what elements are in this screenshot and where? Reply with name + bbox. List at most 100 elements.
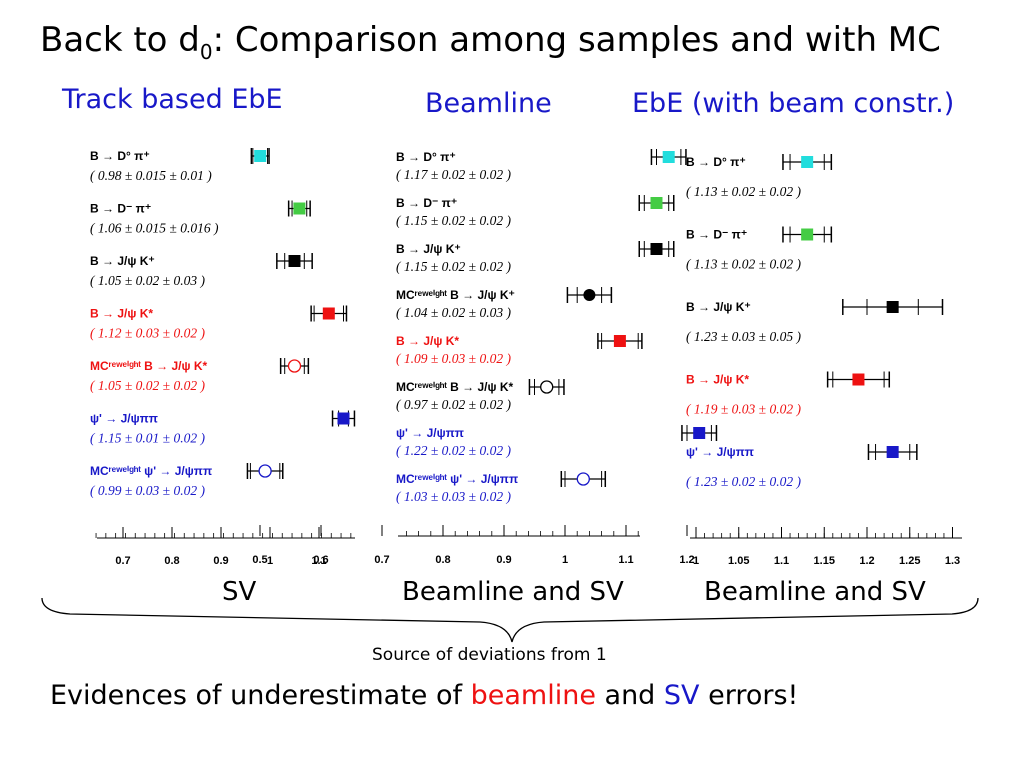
tick-label: 1.2 <box>859 555 874 567</box>
process-label: MCʳᵉʷᵉⁱᵍʰᵗ ψ' → J/ψππ <box>396 472 518 486</box>
process-label: B → D° π⁺ <box>90 149 150 163</box>
measurement-text: ( 1.05 ± 0.02 ± 0.02 ) <box>90 378 205 393</box>
measurement-text: ( 1.13 ± 0.02 ± 0.02 ) <box>686 257 801 272</box>
measurement-text: ( 1.15 ± 0.01 ± 0.02 ) <box>90 431 205 446</box>
title-subscript: 0 <box>199 39 213 64</box>
title-rest: : Comparison among samples and with MC <box>212 20 941 60</box>
process-label: B → D⁻ π⁺ <box>396 196 457 210</box>
measurement-text: ( 1.23 ± 0.02 ± 0.02 ) <box>686 474 801 489</box>
process-label: MCʳᵉʷᵉⁱᵍʰᵗ ψ' → J/ψππ <box>90 464 212 478</box>
process-label: B → J/ψ K⁺ <box>90 254 155 268</box>
process-label: MCʳᵉʷᵉⁱᵍʰᵗ B → J/ψ K⁺ <box>396 288 515 302</box>
tick-label: 0.8 <box>435 554 450 566</box>
source-note: Source of deviations from 1 <box>372 645 607 665</box>
data-point <box>293 202 306 215</box>
data-point <box>337 412 350 425</box>
header-ebe: EbE (with beam constr.) <box>632 88 955 119</box>
tick-label: 1.1 <box>618 554 633 566</box>
process-label: MCʳᵉʷᵉⁱᵍʰᵗ B → J/ψ K* <box>90 359 208 373</box>
label-sv: SV <box>222 577 257 607</box>
process-label: B → J/ψ K* <box>686 373 749 387</box>
label-beamline-and-sv-1: Beamline and SV <box>402 577 624 607</box>
data-point <box>322 307 335 320</box>
measurement-text: ( 1.15 ± 0.02 ± 0.02 ) <box>396 259 511 274</box>
data-point <box>613 335 626 347</box>
page-title: Back to d0: Comparison among samples and… <box>40 20 941 64</box>
measurement-text: ( 1.13 ± 0.02 ± 0.02 ) <box>686 184 801 199</box>
measurement-text: ( 1.05 ± 0.02 ± 0.03 ) <box>90 273 205 288</box>
grouping-brace <box>41 597 979 643</box>
conclusion-pre: Evidences of underestimate of <box>50 680 471 711</box>
measurement-text: ( 1.03 ± 0.03 ± 0.02 ) <box>396 489 511 504</box>
header-beamline: Beamline <box>425 88 552 119</box>
data-point <box>583 289 596 301</box>
measurement-text: ( 1.06 ± 0.015 ± 0.016 ) <box>90 221 219 236</box>
process-label: B → J/ψ K⁺ <box>396 242 461 256</box>
tick-label: 1.1 <box>311 555 326 567</box>
data-point <box>254 150 267 162</box>
data-point <box>852 373 865 386</box>
tick-label: 1 <box>693 555 699 567</box>
measurement-text: ( 1.04 ± 0.02 ± 0.03 ) <box>396 305 511 320</box>
data-point <box>886 301 899 313</box>
measurement-text: ( 1.12 ± 0.03 ± 0.02 ) <box>90 326 205 341</box>
measurement-text: ( 1.19 ± 0.03 ± 0.02 ) <box>686 402 801 417</box>
tick-label: 0.9 <box>213 555 228 567</box>
data-point <box>650 197 663 209</box>
tick-label: 0.8 <box>164 555 179 567</box>
label-beamline-and-sv-2: Beamline and SV <box>704 577 926 607</box>
process-label: ψ' → J/ψππ <box>686 445 754 459</box>
process-label: B → J/ψ K* <box>90 307 153 321</box>
tick-label: 1.1 <box>774 555 789 567</box>
data-point <box>287 359 302 373</box>
data-point <box>801 228 814 241</box>
tick-label: 1.15 <box>814 555 835 567</box>
tick-label: 0.7 <box>115 555 130 567</box>
tick-label: 0.9 <box>496 554 511 566</box>
header-track-based: Track based EbE <box>62 84 283 115</box>
tick-label: 1.2 <box>679 554 694 566</box>
measurement-text: ( 1.23 ± 0.03 ± 0.05 ) <box>686 329 801 344</box>
conclusion-and: and <box>595 680 664 711</box>
data-point <box>886 446 899 458</box>
measurement-text: ( 1.17 ± 0.02 ± 0.02 ) <box>396 167 511 182</box>
measurement-text: ( 1.09 ± 0.03 ± 0.02 ) <box>396 351 511 366</box>
data-point <box>650 243 663 255</box>
process-label: ψ' → J/ψππ <box>90 412 158 426</box>
tick-label: 1 <box>267 555 273 567</box>
process-label: B → J/ψ K⁺ <box>686 300 751 314</box>
tick-label: 0.6 <box>313 554 328 566</box>
conclusion-sv: SV <box>663 680 700 711</box>
panel-track-based: 0.7 0.8 0.9 1 1.1 B → D° π⁺ ( 0.98 ± 0.015 ± 0… <box>90 148 356 567</box>
data-point <box>662 151 675 163</box>
tick-label: 1.05 <box>728 555 749 567</box>
data-point <box>258 464 272 478</box>
measurement-text: ( 0.97 ± 0.02 ± 0.02 ) <box>396 397 511 412</box>
process-label: B → J/ψ K* <box>396 334 459 348</box>
process-label: B → D⁻ π⁺ <box>90 202 151 216</box>
title-main: Back to d <box>40 20 200 60</box>
measurement-text: ( 0.99 ± 0.03 ± 0.02 ) <box>90 483 205 498</box>
process-label: ψ' → J/ψππ <box>396 426 464 440</box>
tick-label: 1.3 <box>945 555 960 567</box>
measurement-text: ( 1.22 ± 0.02 ± 0.02 ) <box>396 443 511 458</box>
data-point <box>693 427 706 439</box>
tick-label: 0.7 <box>374 554 389 566</box>
data-point <box>288 255 301 267</box>
measurement-text: ( 0.98 ± 0.015 ± 0.01 ) <box>90 168 212 183</box>
process-label: MCʳᵉʷᵉⁱᵍʰᵗ B → J/ψ K* <box>396 380 514 394</box>
tick-label: 0.5 <box>252 554 267 566</box>
process-label: B → D° π⁺ <box>396 150 456 164</box>
tick-label: 1 <box>562 554 568 566</box>
data-point <box>576 472 590 486</box>
data-point <box>801 156 814 168</box>
panel-beamline: 0.5 0.6 0.7 0.8 0.9 1 1.1 1.2 B → D° π⁺ ( 1.17 ± … <box>252 149 718 566</box>
tick-label: 1.25 <box>899 555 920 567</box>
data-point <box>540 380 554 394</box>
process-label: B → D⁻ π⁺ <box>686 228 747 242</box>
conclusion: Evidences of underestimate of beamline a… <box>50 680 798 711</box>
panel-ebe-beam-constr: 1 1.05 1.1 1.15 1.2 1.25 1.3 B → D° π⁺ ( 1.13 ± … <box>686 154 962 567</box>
measurement-text: ( 1.15 ± 0.02 ± 0.02 ) <box>396 213 511 228</box>
conclusion-beamline: beamline <box>470 680 596 711</box>
